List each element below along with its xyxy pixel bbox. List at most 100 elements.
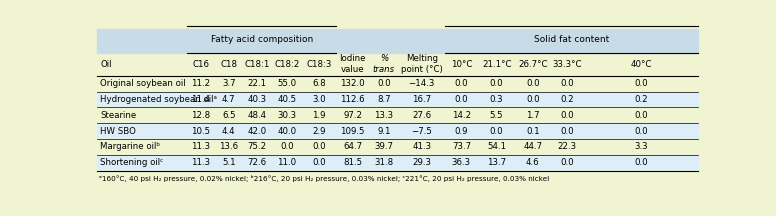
Text: 54.1: 54.1 [487,142,506,151]
Text: 6.8: 6.8 [312,79,326,88]
Text: Margarine oilᵇ: Margarine oilᵇ [100,142,160,151]
Text: 48.4: 48.4 [248,111,267,120]
Text: 11.3: 11.3 [192,142,210,151]
Text: 8.7: 8.7 [377,95,390,104]
Text: 0.0: 0.0 [635,79,648,88]
Text: 109.5: 109.5 [341,127,365,136]
Text: 64.7: 64.7 [343,142,362,151]
Text: 33.3°C: 33.3°C [553,60,582,69]
Text: 0.0: 0.0 [526,95,539,104]
Text: C18:3: C18:3 [307,60,331,69]
Bar [97,92,698,107]
Text: 0.0: 0.0 [560,79,574,88]
Text: 0.0: 0.0 [635,158,648,167]
Text: 0.0: 0.0 [312,158,326,167]
Text: %
trans: % trans [372,54,395,74]
Text: C16: C16 [192,60,210,69]
Text: 11.0: 11.0 [277,158,296,167]
Text: 4.6: 4.6 [526,158,539,167]
Bar [97,76,698,92]
Text: 0.0: 0.0 [560,127,574,136]
Text: 5.1: 5.1 [222,158,236,167]
Text: 112.6: 112.6 [341,95,365,104]
Text: 3.0: 3.0 [312,95,326,104]
Text: 0.0: 0.0 [560,111,574,120]
Text: 44.7: 44.7 [523,142,542,151]
Text: HW SBO: HW SBO [100,127,136,136]
Text: 40.5: 40.5 [277,95,296,104]
Text: 22.3: 22.3 [558,142,577,151]
Text: 12.8: 12.8 [192,111,210,120]
Text: 11.2: 11.2 [192,79,210,88]
Text: 132.0: 132.0 [341,79,365,88]
Text: 11.4: 11.4 [192,95,210,104]
Bar [97,123,698,139]
Text: 41.3: 41.3 [412,142,431,151]
Text: 26.7°C: 26.7°C [518,60,547,69]
Text: Shortening oilᶜ: Shortening oilᶜ [100,158,163,167]
Text: 22.1: 22.1 [248,79,267,88]
Text: 4.7: 4.7 [222,95,236,104]
Text: 0.3: 0.3 [490,95,504,104]
Text: 0.0: 0.0 [560,158,574,167]
Text: 0.9: 0.9 [455,127,468,136]
Text: 11.3: 11.3 [192,158,210,167]
Text: 0.0: 0.0 [490,79,504,88]
Text: 55.0: 55.0 [277,79,296,88]
Text: C18:1: C18:1 [244,60,270,69]
Text: 0.0: 0.0 [280,142,293,151]
Text: 0.0: 0.0 [377,79,390,88]
Text: C18:2: C18:2 [274,60,300,69]
Text: 13.7: 13.7 [487,158,506,167]
Text: 16.7: 16.7 [412,95,431,104]
Text: 0.2: 0.2 [560,95,574,104]
Text: 0.0: 0.0 [635,127,648,136]
Text: 1.9: 1.9 [312,111,326,120]
Text: 73.7: 73.7 [452,142,471,151]
Text: 4.4: 4.4 [222,127,236,136]
Text: 10°C: 10°C [451,60,472,69]
Text: 36.3: 36.3 [452,158,471,167]
Text: −14.3: −14.3 [409,79,435,88]
Text: 0.0: 0.0 [455,79,468,88]
Text: 3.7: 3.7 [222,79,236,88]
Text: 0.1: 0.1 [526,127,539,136]
Text: 14.2: 14.2 [452,111,471,120]
Text: 40.3: 40.3 [248,95,267,104]
Bar [97,171,698,192]
Text: 31.8: 31.8 [374,158,393,167]
Text: Original soybean oil: Original soybean oil [100,79,185,88]
Text: 39.7: 39.7 [374,142,393,151]
Text: 10.5: 10.5 [192,127,210,136]
Bar [97,29,698,52]
Text: Solid fat content: Solid fat content [534,35,609,44]
Text: 13.3: 13.3 [374,111,393,120]
Text: ᵃ160°C, 40 psi H₂ pressure, 0.02% nickel; ᵇ216°C, 20 psi H₂ pressure, 0.03% nick: ᵃ160°C, 40 psi H₂ pressure, 0.02% nickel… [99,175,549,182]
Text: 9.1: 9.1 [377,127,390,136]
Text: 40°C: 40°C [631,60,652,69]
Text: 27.6: 27.6 [412,111,431,120]
Text: 42.0: 42.0 [248,127,267,136]
Text: 0.0: 0.0 [455,95,468,104]
Text: 97.2: 97.2 [343,111,362,120]
Bar [97,139,698,155]
Text: 0.0: 0.0 [490,127,504,136]
Text: 0.0: 0.0 [312,142,326,151]
Text: Oil: Oil [100,60,112,69]
Text: 72.6: 72.6 [248,158,267,167]
Bar [97,155,698,171]
Text: 81.5: 81.5 [343,158,362,167]
Text: Melting
point (°C): Melting point (°C) [401,54,442,74]
Text: 0.2: 0.2 [635,95,648,104]
Text: 40.0: 40.0 [277,127,296,136]
Text: 21.1°C: 21.1°C [482,60,511,69]
Text: 29.3: 29.3 [412,158,431,167]
Text: Iodine
value: Iodine value [339,54,365,74]
Bar [97,107,698,123]
Text: 6.5: 6.5 [222,111,236,120]
Text: 0.0: 0.0 [526,79,539,88]
Text: Hydrogenated soybean oilᵃ: Hydrogenated soybean oilᵃ [100,95,217,104]
Text: Fatty acid composition: Fatty acid composition [210,35,313,44]
Text: 2.9: 2.9 [312,127,326,136]
Text: C18: C18 [220,60,237,69]
